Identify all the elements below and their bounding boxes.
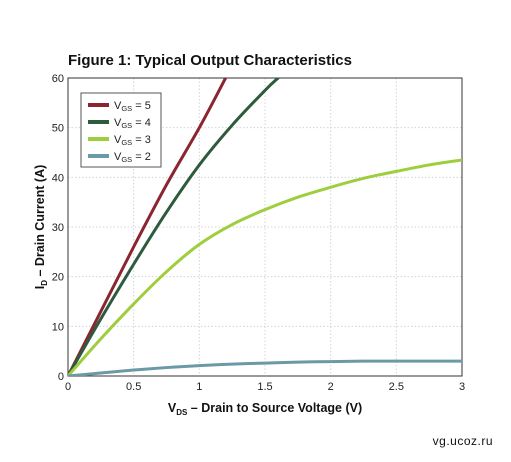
legend-label: VGS = 4 xyxy=(114,117,151,130)
watermark-text: vg.ucoz.ru xyxy=(432,434,493,448)
x-axis-label: VDS – Drain to Source Voltage (V) xyxy=(168,401,362,417)
x-axis-label-rest: – Drain to Source Voltage (V) xyxy=(187,401,362,415)
y-tick-label: 60 xyxy=(52,73,64,85)
x-axis-label-sub: DS xyxy=(176,408,188,417)
legend-label: VGS = 2 xyxy=(114,151,151,164)
y-axis-label: ID – Drain Current (A) xyxy=(33,165,49,290)
y-axis-label-sub: D xyxy=(40,280,49,286)
legend-label: VGS = 3 xyxy=(114,134,151,147)
y-axis-label-main: I xyxy=(33,286,47,289)
y-tick-label: 20 xyxy=(52,272,64,284)
legend-label: VGS = 5 xyxy=(114,100,151,113)
series-line-3 xyxy=(68,158,462,376)
x-tick-label: 2 xyxy=(328,381,334,393)
series-line-2 xyxy=(68,78,280,376)
x-tick-label: 0.5 xyxy=(126,381,141,393)
x-tick-label: 1 xyxy=(196,381,202,393)
x-tick-label: 0 xyxy=(65,381,71,393)
x-tick-label: 2.5 xyxy=(389,381,404,393)
legend: VGS = 5 VGS = 4 VGS = 3 VGS = 2 xyxy=(80,92,162,168)
y-tick-label: 50 xyxy=(52,123,64,135)
y-tick-label: 0 xyxy=(58,371,64,383)
x-tick-label: 1.5 xyxy=(257,381,272,393)
y-axis-label-rest: – Drain Current (A) xyxy=(33,165,47,280)
chart-title: Figure 1: Typical Output Characteristics xyxy=(68,52,352,69)
plot-frame xyxy=(67,77,463,377)
y-tick-label: 30 xyxy=(52,222,64,234)
series-line-4 xyxy=(68,359,462,376)
x-tick-label: 3 xyxy=(459,381,465,393)
y-tick-label: 40 xyxy=(52,172,64,184)
x-axis-label-main: V xyxy=(168,401,177,415)
series-line-1 xyxy=(68,78,228,376)
y-tick-label: 10 xyxy=(52,321,64,333)
series-group xyxy=(68,78,462,376)
